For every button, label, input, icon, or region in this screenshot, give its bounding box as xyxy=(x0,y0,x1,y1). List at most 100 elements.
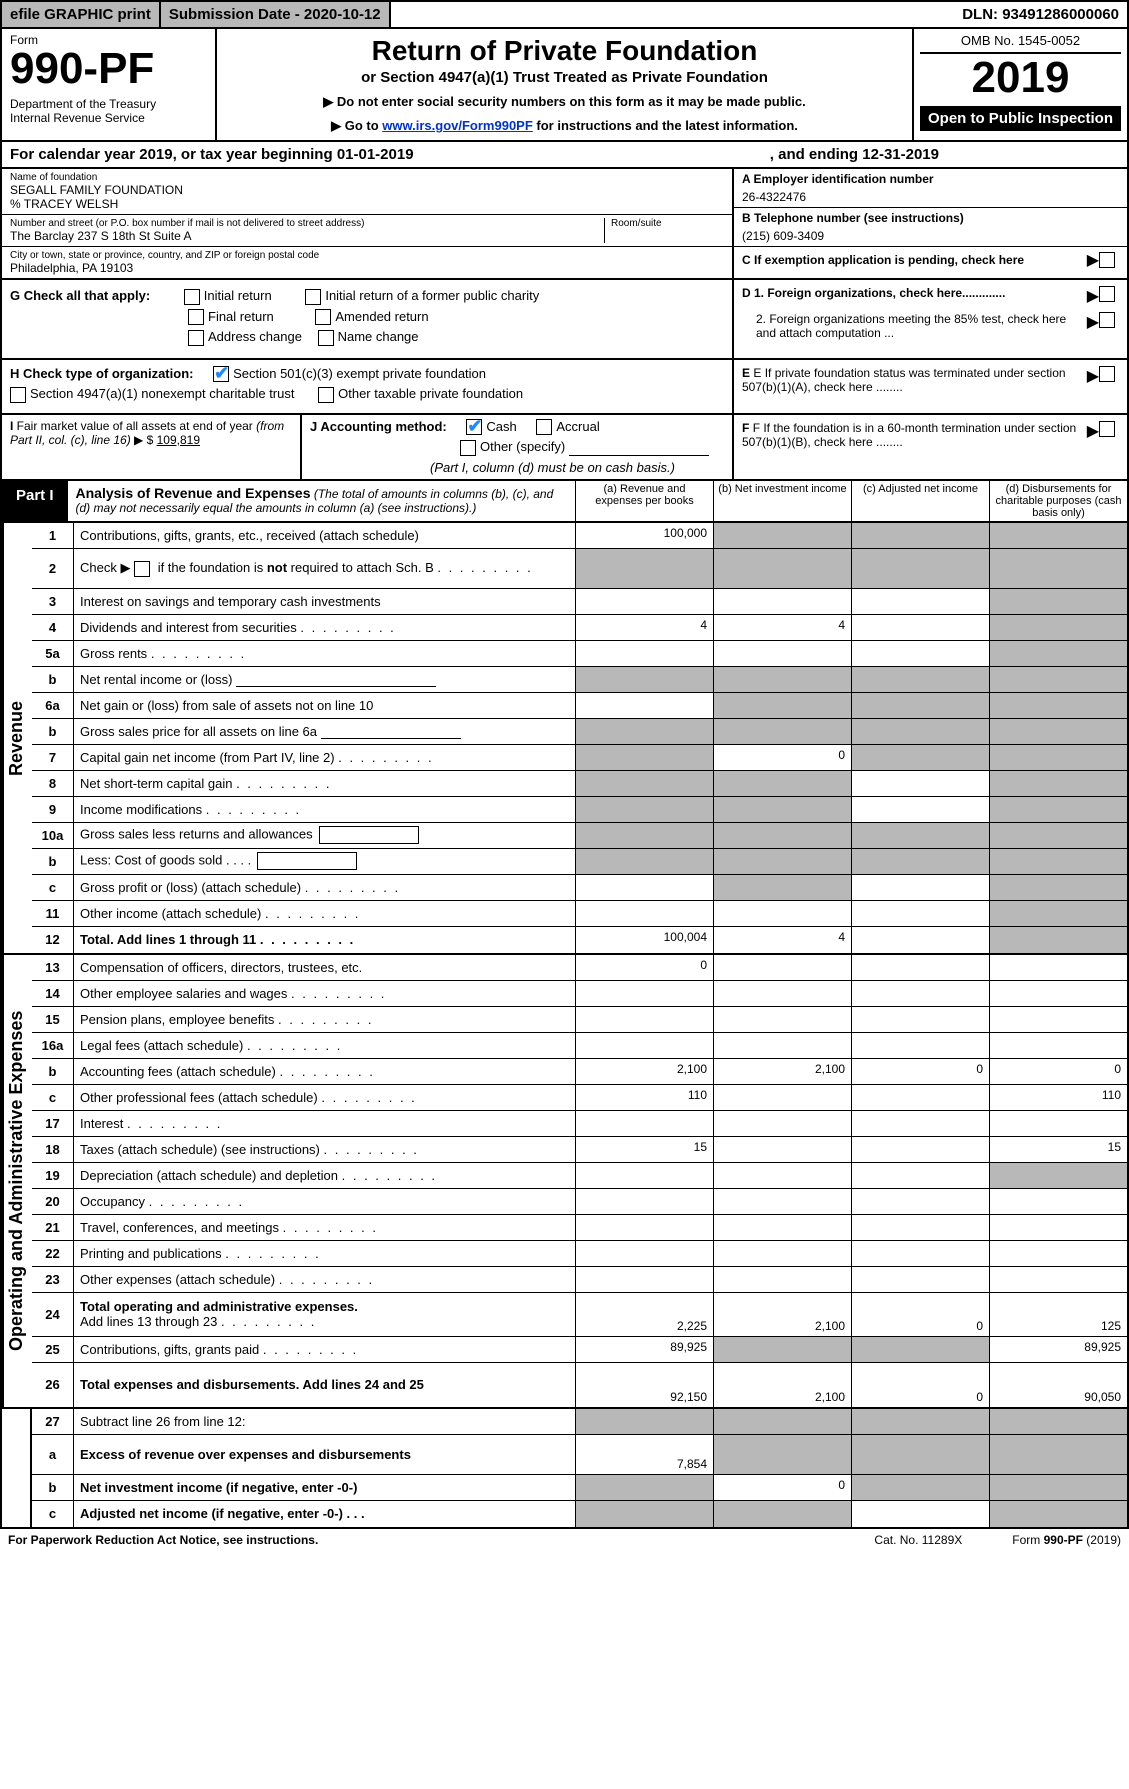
row26-desc: Total expenses and disbursements. Add li… xyxy=(74,1374,575,1395)
r25d: 89,925 xyxy=(989,1337,1127,1362)
addr-change-checkbox[interactable] xyxy=(188,330,204,346)
r27aa: 7,854 xyxy=(575,1435,713,1474)
row5b-desc: Net rental income or (loss) xyxy=(74,669,575,690)
f-checkbox[interactable] xyxy=(1099,421,1115,437)
ein-value: 26-4322476 xyxy=(742,190,1119,204)
r26a: 92,150 xyxy=(575,1363,713,1407)
row1-desc: Contributions, gifts, grants, etc., rece… xyxy=(74,525,575,546)
row27c-desc: Adjusted net income (if negative, enter … xyxy=(74,1503,575,1524)
row10c-desc: Gross profit or (loss) (attach schedule) xyxy=(74,877,575,898)
r26c: 0 xyxy=(851,1363,989,1407)
cat-number: Cat. No. 11289X xyxy=(874,1533,962,1547)
initial-return-checkbox[interactable] xyxy=(184,289,200,305)
col-d-header: (d) Disbursements for charitable purpose… xyxy=(989,481,1127,521)
accrual-checkbox[interactable] xyxy=(536,419,552,435)
final-return-label: Final return xyxy=(208,309,274,324)
addr-label: Number and street (or P.O. box number if… xyxy=(10,218,604,229)
f-section: F F If the foundation is in a 60-month t… xyxy=(732,415,1127,479)
row12-desc: Total. Add lines 1 through 11 xyxy=(74,929,575,950)
part1-title: Analysis of Revenue and Expenses xyxy=(76,485,311,501)
row20-desc: Occupancy xyxy=(74,1191,575,1212)
arrow-icon: ▶ xyxy=(1087,286,1099,306)
f-label: F If the foundation is in a 60-month ter… xyxy=(742,421,1076,449)
d1-checkbox[interactable] xyxy=(1099,286,1115,302)
r24a: 2,225 xyxy=(575,1293,713,1336)
dln: DLN: 93491286000060 xyxy=(954,2,1127,27)
part1-tab: Part I xyxy=(2,481,68,521)
r16ba: 2,100 xyxy=(575,1059,713,1084)
amended-label: Amended return xyxy=(335,309,428,324)
summary-section: 27Subtract line 26 from line 12: aExcess… xyxy=(0,1409,1129,1529)
other-tax-checkbox[interactable] xyxy=(318,387,334,403)
row23-desc: Other expenses (attach schedule) xyxy=(74,1269,575,1290)
final-return-checkbox[interactable] xyxy=(188,309,204,325)
ij-f-row: I Fair market value of all assets at end… xyxy=(0,415,1129,481)
row6b-desc: Gross sales price for all assets on line… xyxy=(74,721,575,742)
r12b: 4 xyxy=(713,927,851,953)
r16cd: 110 xyxy=(989,1085,1127,1110)
row3-desc: Interest on savings and temporary cash i… xyxy=(74,591,575,612)
r1a: 100,000 xyxy=(575,523,713,548)
r4b: 4 xyxy=(713,615,851,640)
revenue-side-label: Revenue xyxy=(2,523,32,953)
row7-desc: Capital gain net income (from Part IV, l… xyxy=(74,747,575,768)
expenses-table: 13Compensation of officers, directors, t… xyxy=(32,955,1127,1407)
row9-desc: Income modifications xyxy=(74,799,575,820)
r12a: 100,004 xyxy=(575,927,713,953)
header-left: Form 990-PF Department of the Treasury I… xyxy=(2,29,217,140)
dln-label: DLN: xyxy=(962,6,1002,23)
row16c-desc: Other professional fees (attach schedule… xyxy=(74,1087,575,1108)
row10a-desc: Gross sales less returns and allowances xyxy=(74,823,575,847)
info-left: Name of foundation SEGALL FAMILY FOUNDAT… xyxy=(2,169,732,278)
d2-checkbox[interactable] xyxy=(1099,312,1115,328)
street-address: The Barclay 237 S 18th St Suite A xyxy=(10,229,604,243)
row16b-desc: Accounting fees (attach schedule) xyxy=(74,1061,575,1082)
g-label: G Check all that apply: xyxy=(10,288,150,303)
row24-desc: Total operating and administrative expen… xyxy=(74,1296,575,1332)
schb-checkbox[interactable] xyxy=(134,561,150,577)
row2-desc: Check ▶ if the foundation is not require… xyxy=(74,557,575,580)
exemption-cell: C If exemption application is pending, c… xyxy=(734,247,1127,273)
city-label: City or town, state or province, country… xyxy=(10,250,724,261)
open-to-public: Open to Public Inspection xyxy=(920,106,1121,131)
h-e-row: H Check type of organization: Section 50… xyxy=(0,360,1129,415)
row17-desc: Interest xyxy=(74,1113,575,1134)
amended-checkbox[interactable] xyxy=(315,309,331,325)
row18-desc: Taxes (attach schedule) (see instruction… xyxy=(74,1139,575,1160)
row15-desc: Pension plans, employee benefits xyxy=(74,1009,575,1030)
calendar-year-row: For calendar year 2019, or tax year begi… xyxy=(0,142,1129,169)
r13a: 0 xyxy=(575,955,713,980)
r16bc: 0 xyxy=(851,1059,989,1084)
name-change-checkbox[interactable] xyxy=(318,330,334,346)
s4947-checkbox[interactable] xyxy=(10,387,26,403)
row19-desc: Depreciation (attach schedule) and deple… xyxy=(74,1165,575,1186)
exemption-checkbox[interactable] xyxy=(1099,252,1115,268)
initial-return-label: Initial return xyxy=(204,288,272,303)
dln-value: 93491286000060 xyxy=(1002,6,1119,23)
g-d-row: G Check all that apply: Initial return I… xyxy=(0,280,1129,360)
r4a: 4 xyxy=(575,615,713,640)
ein-label: A Employer identification number xyxy=(742,172,1119,186)
form-title: Return of Private Foundation xyxy=(227,35,902,67)
page-footer: For Paperwork Reduction Act Notice, see … xyxy=(0,1529,1129,1551)
r24b: 2,100 xyxy=(713,1293,851,1336)
cash-checkbox[interactable] xyxy=(466,419,482,435)
init-former-checkbox[interactable] xyxy=(305,289,321,305)
r16bd: 0 xyxy=(989,1059,1127,1084)
calyear-pre: For calendar year 2019, or tax year begi… xyxy=(10,146,337,163)
row16a-desc: Legal fees (attach schedule) xyxy=(74,1035,575,1056)
efile-print-button[interactable]: efile GRAPHIC print xyxy=(2,2,161,27)
exemption-label: C If exemption application is pending, c… xyxy=(742,253,1087,267)
form-subtitle: or Section 4947(a)(1) Trust Treated as P… xyxy=(227,69,902,86)
row14-desc: Other employee salaries and wages xyxy=(74,983,575,1004)
e-checkbox[interactable] xyxy=(1099,366,1115,382)
other-method-checkbox[interactable] xyxy=(460,440,476,456)
dept-label: Department of the Treasury Internal Reve… xyxy=(10,97,207,125)
omb-number: OMB No. 1545-0052 xyxy=(920,33,1121,54)
phone-value: (215) 609-3409 xyxy=(742,229,1119,243)
part1-desc: Analysis of Revenue and Expenses (The to… xyxy=(68,481,575,521)
irs-link[interactable]: www.irs.gov/Form990PF xyxy=(382,118,533,133)
s501-checkbox[interactable] xyxy=(213,366,229,382)
r16ca: 110 xyxy=(575,1085,713,1110)
s501-label: Section 501(c)(3) exempt private foundat… xyxy=(233,366,486,381)
